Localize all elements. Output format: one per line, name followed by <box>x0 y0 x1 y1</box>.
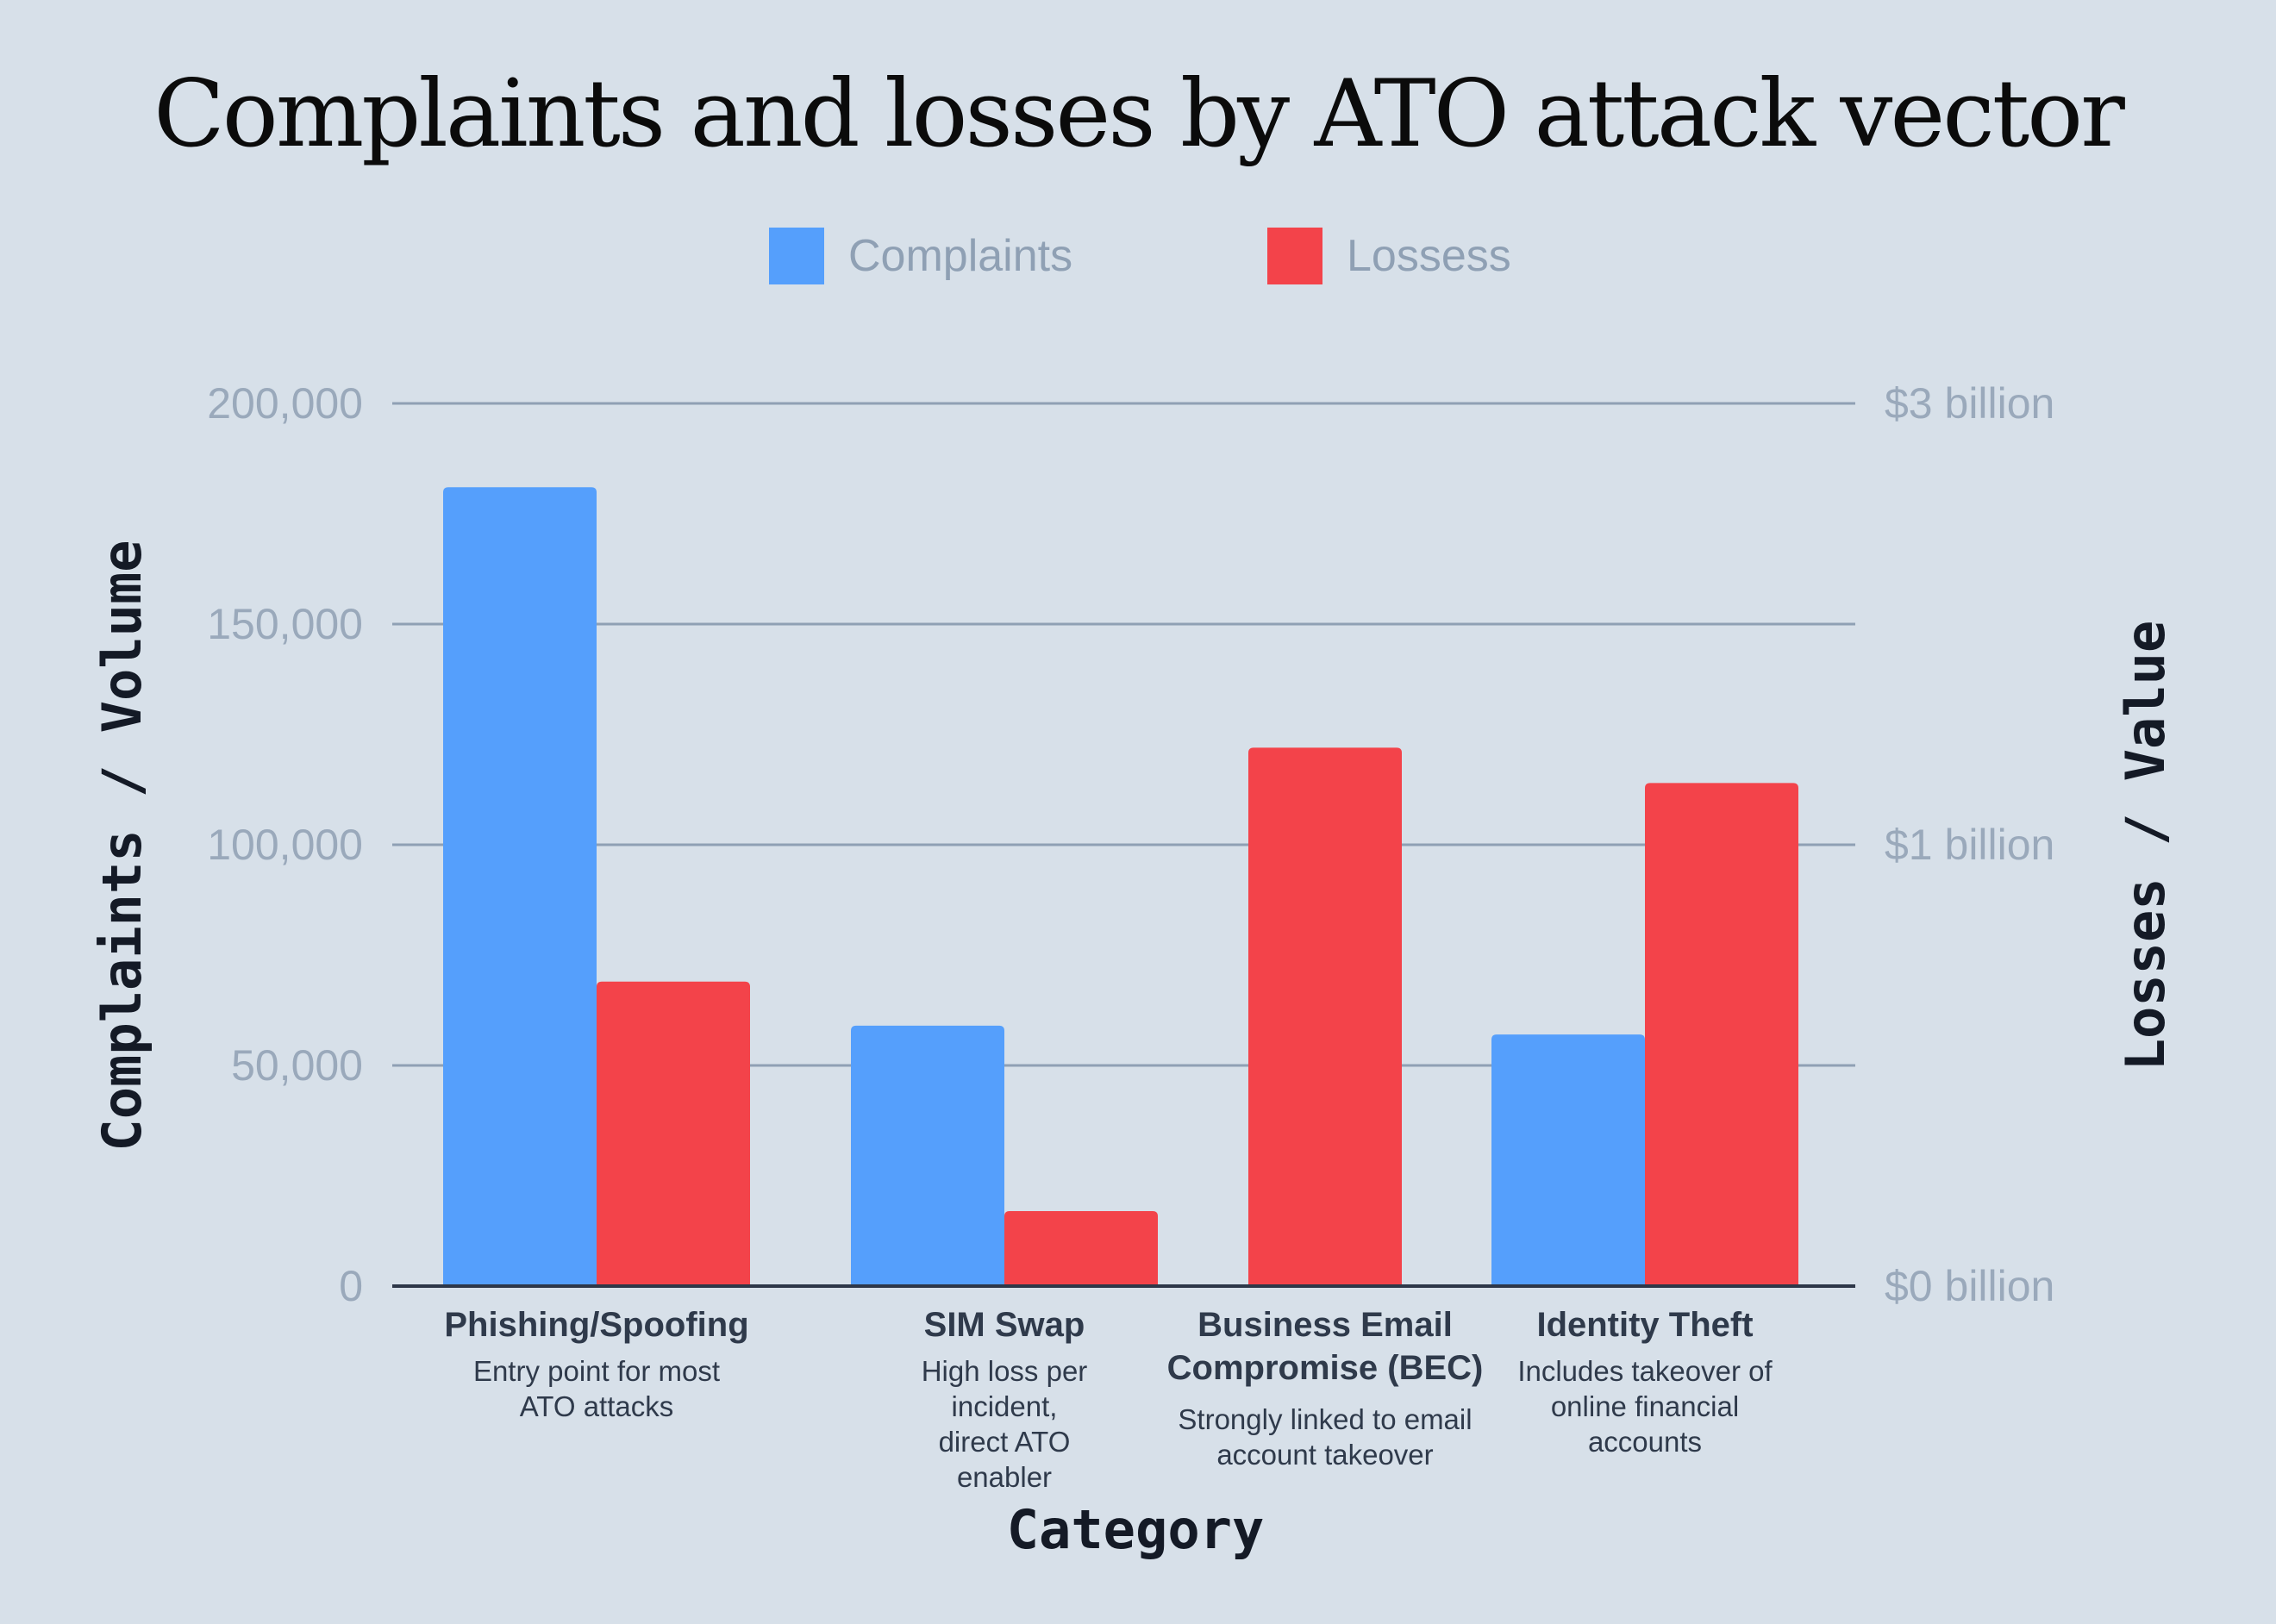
y-tick-label: 0 <box>339 1262 363 1310</box>
y-tick-label: 200,000 <box>207 379 363 428</box>
category-note: Entry point for most ATO attacks <box>472 1355 721 1422</box>
legend-swatch <box>769 228 824 284</box>
bar-losses <box>1248 747 1402 1286</box>
y-right-tick-label: $0 billion <box>1885 1262 2054 1310</box>
x-category-label: Phishing/Spoofing Entry point for most AT… <box>416 1303 778 1424</box>
category-name: Phishing/Spoofing <box>444 1306 749 1344</box>
legend-item-losses: Lossess <box>1267 228 1511 284</box>
y-axis-right-title: Losses / Value <box>2114 621 2177 1071</box>
bar-losses <box>1645 783 1798 1286</box>
category-name: SIM Swap <box>923 1306 1085 1344</box>
category-note: Strongly linked to email account takeove… <box>1178 1403 1473 1471</box>
bar-losses <box>1004 1210 1158 1286</box>
y-tick-label: 100,000 <box>207 821 363 869</box>
legend-item-complaints: Complaints <box>769 228 1072 284</box>
bar-complaints <box>1491 1034 1645 1286</box>
category-note: High loss per incident, direct ATO enabl… <box>921 1355 1088 1493</box>
legend-swatch <box>1267 228 1322 284</box>
category-note: Includes takeover of online financial ac… <box>1517 1355 1773 1458</box>
y-axis-title: Complaints / Volume <box>91 540 153 1151</box>
x-axis-title: Category <box>1007 1498 1265 1561</box>
category-name: Identity Theft <box>1536 1306 1754 1344</box>
x-category-label: Business Email Compromise (BEC) Strongly … <box>1153 1303 1498 1472</box>
chart-title: Complaints and losses by ATO attack vect… <box>153 60 2125 168</box>
legend-label: Lossess <box>1347 231 1511 281</box>
x-category-label: SIM Swap High loss per incident, direct A… <box>823 1303 1185 1495</box>
bar-complaints <box>443 487 597 1286</box>
y-tick-label: 150,000 <box>207 600 363 648</box>
legend-label: Complaints <box>848 231 1073 281</box>
bar-complaints <box>851 1025 1004 1286</box>
y-right-tick-label: $1 billion <box>1885 821 2054 869</box>
x-category-label: Identity Theft Includes takeover of onlin… <box>1464 1303 1826 1459</box>
y-right-tick-label: $3 billion <box>1885 379 2054 428</box>
bar-losses <box>597 981 750 1286</box>
y-tick-label: 50,000 <box>231 1041 363 1090</box>
category-name: Business Email Compromise (BEC) <box>1166 1306 1484 1387</box>
